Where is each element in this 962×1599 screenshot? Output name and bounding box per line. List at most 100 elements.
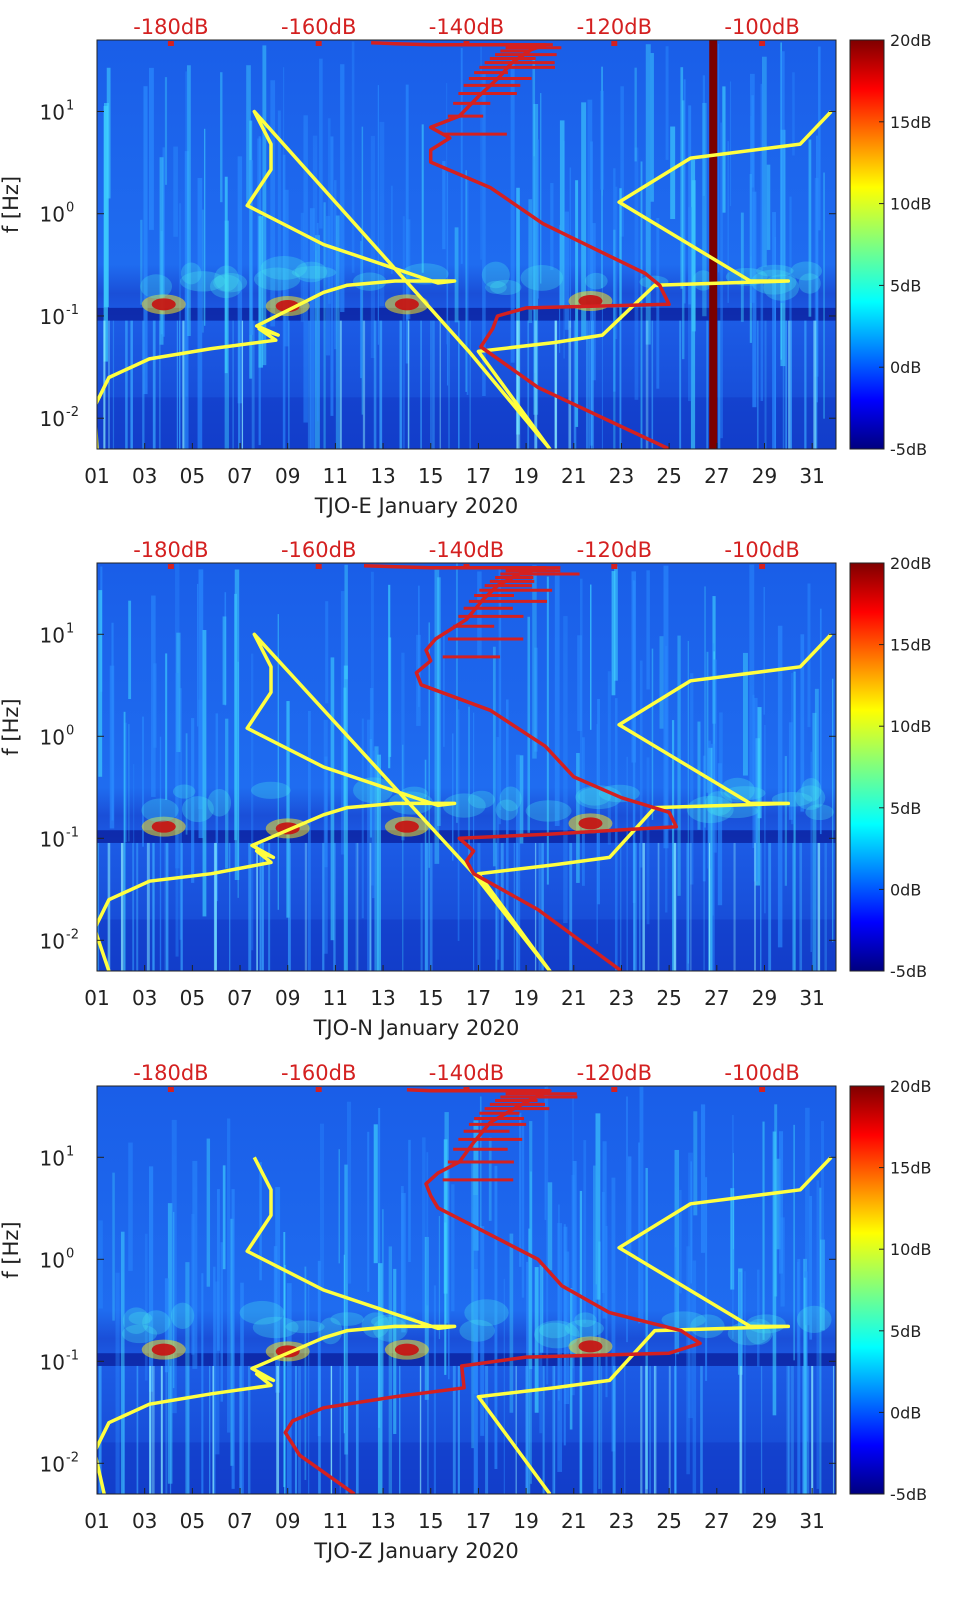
spectrogram-patch <box>121 1324 158 1344</box>
spectrogram-streak <box>693 1111 698 1216</box>
spectrogram-streak <box>579 578 583 815</box>
spectrogram-streak <box>335 215 340 449</box>
x-tick-label: 27 <box>704 986 729 1010</box>
spectrogram-streak <box>654 1365 656 1494</box>
spectrogram-streak <box>790 320 792 449</box>
spectrogram-streak <box>158 320 161 449</box>
spectrogram-streak <box>361 718 364 919</box>
top-axis-tick <box>167 564 174 569</box>
spectrogram-streak <box>401 652 405 841</box>
spectrogram-streak <box>251 320 255 449</box>
spectrogram-streak <box>214 1281 220 1455</box>
spectrogram-streak <box>442 635 445 747</box>
spectrogram-streak <box>276 1365 280 1494</box>
x-tick-label: 19 <box>513 986 538 1010</box>
x-tick-label: 31 <box>799 986 824 1010</box>
spectrogram-streak <box>601 195 603 449</box>
spectrogram-streak <box>325 601 329 704</box>
x-tick-label: 29 <box>752 464 777 488</box>
axes-frame <box>96 562 837 972</box>
spectrogram-streak <box>259 842 262 971</box>
top-axis-label: -140dB <box>429 1061 504 1085</box>
spectrogram-streak <box>234 593 237 841</box>
spectrogram-streak <box>785 320 787 449</box>
spectrogram-streak <box>515 754 521 971</box>
spectrogram-streak <box>454 227 459 323</box>
spectrogram-streak <box>558 1204 560 1401</box>
spectrogram-streak <box>790 673 796 825</box>
spectrogram-streak <box>346 1101 352 1284</box>
spectrogram-streak <box>777 625 783 948</box>
x-tick-label: 27 <box>704 464 729 488</box>
spectrogram-streak <box>768 842 772 971</box>
y-tick-label: 10 <box>40 725 65 749</box>
spectrogram-patch <box>796 1305 832 1334</box>
spectrogram-streak <box>634 147 639 400</box>
spectrogram-streak <box>800 634 805 812</box>
spectrogram-streak <box>732 1115 734 1339</box>
spectrogram-streak <box>343 687 347 809</box>
spectrogram-streak <box>607 671 611 845</box>
spectrogram-streak <box>399 1365 401 1494</box>
top-axis-label: -100dB <box>724 1061 799 1085</box>
spectrogram-streak <box>639 1086 644 1323</box>
spectrogram-streak <box>165 653 168 800</box>
spectrogram-streak <box>760 842 762 971</box>
spectrogram-streak <box>186 65 191 337</box>
spectrogram-streak <box>733 842 736 971</box>
spectrogram-patch <box>805 804 834 821</box>
spectrogram-streak <box>197 177 203 449</box>
spectrogram-patch <box>180 262 202 285</box>
spectrogram-streak <box>204 128 206 326</box>
spectrogram-patch <box>686 795 734 824</box>
y-tick-label: 10 <box>40 407 65 431</box>
spectrogram-streak <box>152 842 154 971</box>
spectrogram-streak <box>146 842 150 971</box>
spectrogram-streak <box>151 1365 155 1494</box>
spectrogram-streak <box>788 722 793 820</box>
spectrogram-streak <box>377 1263 383 1494</box>
spectrogram-patch <box>468 790 496 809</box>
spectrogram-streak <box>309 208 315 449</box>
spectrogram-streak <box>151 595 156 797</box>
x-tick-label: 09 <box>275 986 300 1010</box>
colorbar <box>849 39 885 450</box>
spectrogram-patch <box>798 273 821 294</box>
spectrogram-streak <box>241 320 244 449</box>
spectrogram-streak <box>176 320 178 449</box>
spectrogram-streak <box>729 81 732 207</box>
axes-frame <box>96 1085 837 1495</box>
spectrogram-streak <box>270 80 276 327</box>
spectrogram-streak <box>477 842 481 971</box>
spectrogram-patch <box>209 274 243 299</box>
x-axis-label: TJO-Z January 2020 <box>313 1539 519 1563</box>
top-axis-tick <box>463 564 470 569</box>
spectrogram-streak <box>103 103 109 307</box>
spectrogram-streak <box>692 1260 697 1494</box>
series-line <box>97 109 833 449</box>
axes-frame <box>96 39 837 450</box>
x-tick-label: 25 <box>656 464 681 488</box>
spectrogram-streak <box>356 842 359 971</box>
spectrogram-streak <box>338 1149 340 1264</box>
spectrogram-streak <box>516 320 519 449</box>
spectrogram-streak <box>645 1167 648 1490</box>
colorbar-tick-label: -5dB <box>890 1485 927 1504</box>
spectrogram-streak <box>133 764 135 971</box>
spectrogram-streak <box>214 842 217 971</box>
spectrogram-streak <box>642 842 645 971</box>
spectrogram-streak <box>308 1279 310 1494</box>
y-tick-exponent: 1 <box>66 1144 74 1159</box>
spectrogram-streak <box>424 1236 429 1400</box>
spectrogram-streak <box>626 756 628 971</box>
spectrogram-patch <box>291 265 337 279</box>
spectrogram-streak <box>288 320 290 449</box>
x-tick-label: 25 <box>656 1509 681 1533</box>
spectrogram-streak <box>634 67 637 162</box>
y-tick-exponent: -2 <box>66 1450 79 1465</box>
x-tick-label: 31 <box>799 464 824 488</box>
spectrogram-patch <box>485 280 507 294</box>
spectrogram-streak <box>534 215 536 374</box>
spectrogram-streak <box>120 1231 125 1494</box>
